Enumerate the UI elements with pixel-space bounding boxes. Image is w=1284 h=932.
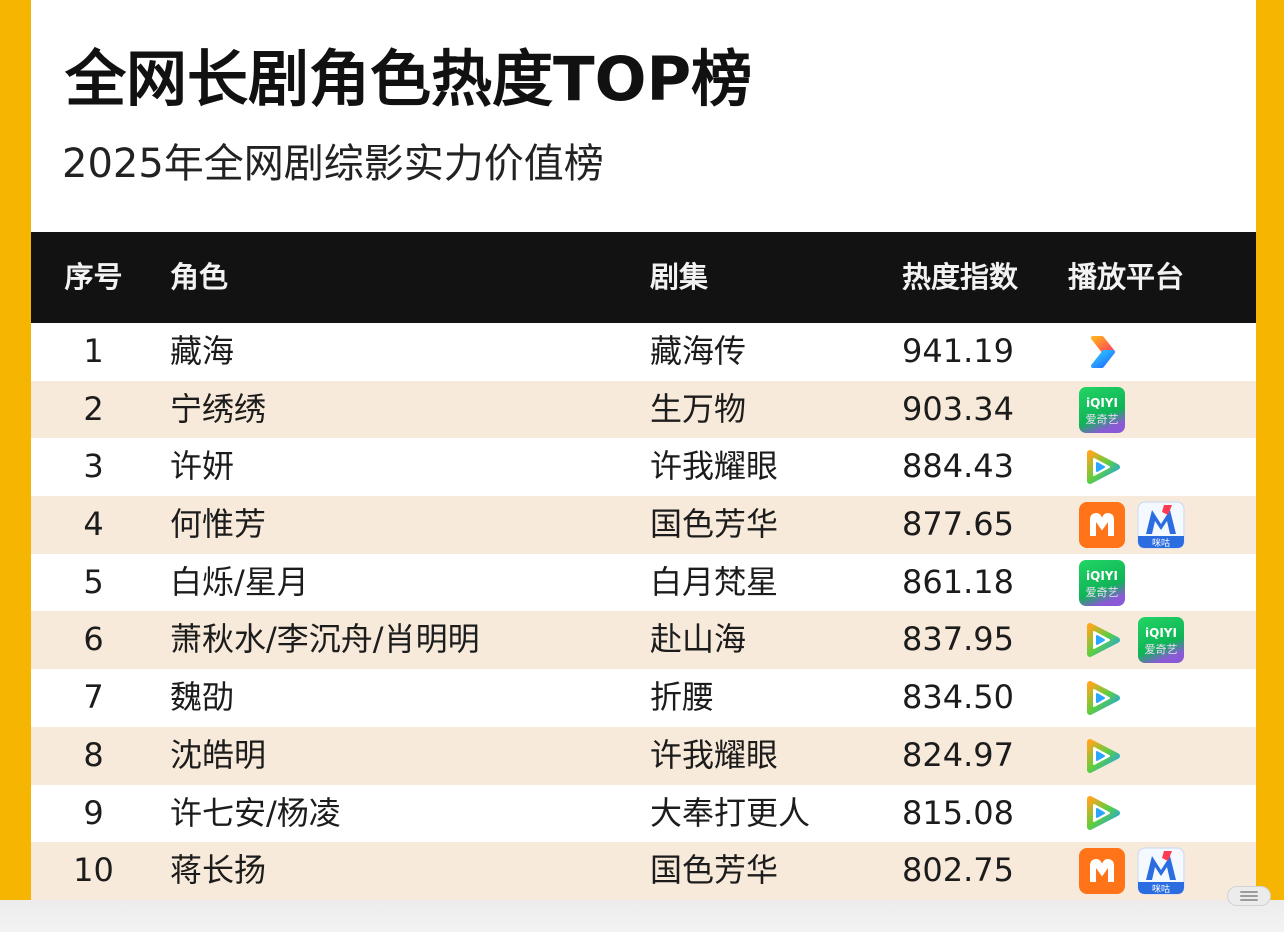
role-cell: 宁绣绣 [170, 389, 267, 428]
drama-cell: 藏海传 [650, 332, 747, 370]
drama-cell: 许我耀眼 [650, 735, 779, 774]
role-cell: 许七安/杨凌 [170, 793, 341, 832]
role-cell: 萧秋水/李沉舟/肖明明 [170, 620, 480, 659]
rank-cell: 3 [83, 447, 104, 486]
platform-cell: 咪咕 [1078, 842, 1185, 900]
table-row: 10 蒋长扬 国色芳华 802.75 咪咕 [31, 842, 1256, 900]
platform-cell: 咪咕 [1078, 496, 1185, 554]
tencent-video-icon [1078, 789, 1126, 837]
tencent-video-icon [1078, 674, 1126, 722]
drama-cell: 国色芳华 [650, 851, 779, 890]
table-row: 3 许妍 许我耀眼 884.43 [31, 438, 1256, 497]
youku-icon [1078, 328, 1126, 376]
platform-cell [1078, 727, 1126, 785]
platform-cell: iQIYI 爱奇艺 [1078, 381, 1126, 439]
role-cell: 何惟芳 [170, 505, 267, 544]
frame-right-border [1256, 0, 1284, 900]
migu-icon: 咪咕 [1137, 847, 1185, 895]
iqiyi-logo-cn: 爱奇艺 [1145, 643, 1178, 656]
platform-cell [1078, 323, 1126, 381]
bottom-bar [0, 900, 1284, 932]
column-header-role: 角色 [170, 260, 229, 294]
column-header-rank: 序号 [64, 260, 123, 294]
role-cell: 魏劭 [170, 678, 235, 717]
iqiyi-icon: iQIYI 爱奇艺 [1078, 559, 1126, 607]
role-cell: 白烁/星月 [170, 562, 309, 601]
heat-index-cell: 877.65 [902, 505, 1014, 544]
rank-cell: 6 [83, 620, 104, 659]
platform-cell: iQIYI 爱奇艺 [1078, 554, 1126, 612]
rank-cell: 2 [83, 389, 104, 428]
table-row: 9 许七安/杨凌 大奉打更人 815.08 [31, 784, 1256, 843]
table-row: 5 白烁/星月 白月梵星 861.18 iQIYI 爱奇艺 [31, 553, 1256, 612]
table-row: 2 宁绣绣 生万物 903.34 iQIYI 爱奇艺 [31, 380, 1256, 439]
column-header-platform: 播放平台 [1068, 260, 1185, 294]
iqiyi-icon: iQIYI 爱奇艺 [1078, 386, 1126, 434]
drama-cell: 国色芳华 [650, 505, 779, 544]
heat-index-cell: 837.95 [902, 620, 1014, 659]
frame-left-border [0, 0, 31, 900]
heat-index-cell: 824.97 [902, 735, 1014, 774]
migu-logo-text: 咪咕 [1152, 883, 1170, 895]
migu-logo-text: 咪咕 [1152, 537, 1170, 549]
table-row: 8 沈皓明 许我耀眼 824.97 [31, 726, 1256, 785]
table-body: 1 藏海 藏海传 941.19 2 宁绣绣 生万物 903.34 iQIYI 爱奇艺 3 许妍… [31, 323, 1256, 900]
role-cell: 沈皓明 [170, 735, 267, 774]
iqiyi-logo-cn: 爱奇艺 [1086, 586, 1119, 599]
heat-index-cell: 861.18 [902, 562, 1014, 601]
platform-cell [1078, 785, 1126, 843]
table-row: 6 萧秋水/李沉舟/肖明明 赴山海 837.95 iQIYI 爱奇艺 [31, 611, 1256, 670]
heat-index-cell: 884.43 [902, 447, 1014, 486]
platform-cell [1078, 438, 1126, 496]
rank-cell: 8 [83, 735, 104, 774]
rank-cell: 10 [73, 851, 114, 890]
ranking-card: 全网长剧角色热度TOP榜 2025年全网剧综影实力价值榜 序号 角色 剧集 热度… [31, 0, 1256, 900]
column-header-heat-index: 热度指数 [902, 260, 1019, 294]
iqiyi-logo-latin: iQIYI [1145, 626, 1177, 640]
heat-index-cell: 903.34 [902, 389, 1014, 428]
menu-icon [1227, 886, 1271, 906]
mango-tv-icon [1078, 501, 1126, 549]
iqiyi-logo-cn: 爱奇艺 [1086, 413, 1119, 426]
table-row: 1 藏海 藏海传 941.19 [31, 323, 1256, 381]
drama-cell: 赴山海 [650, 620, 747, 659]
page-subtitle: 2025年全网剧综影实力价值榜 [62, 141, 604, 187]
heat-index-cell: 815.08 [902, 793, 1014, 832]
rank-cell: 4 [83, 505, 104, 544]
tencent-video-icon [1078, 616, 1126, 664]
heat-index-cell: 834.50 [902, 678, 1014, 717]
page-title: 全网长剧角色热度TOP榜 [65, 44, 753, 115]
tencent-video-icon [1078, 443, 1126, 491]
drama-cell: 折腰 [650, 678, 715, 717]
role-cell: 藏海 [170, 332, 235, 370]
column-header-drama: 剧集 [650, 260, 709, 294]
rank-cell: 9 [83, 793, 104, 832]
platform-cell [1078, 669, 1126, 727]
drama-cell: 白月梵星 [650, 562, 779, 601]
mango-tv-icon [1078, 847, 1126, 895]
rank-cell: 1 [83, 332, 104, 370]
tencent-video-icon [1078, 732, 1126, 780]
table-row: 7 魏劭 折腰 834.50 [31, 669, 1256, 727]
role-cell: 蒋长扬 [170, 851, 267, 890]
table-row: 4 何惟芳 国色芳华 877.65 咪咕 [31, 496, 1256, 554]
iqiyi-icon: iQIYI 爱奇艺 [1137, 616, 1185, 664]
migu-icon: 咪咕 [1137, 501, 1185, 549]
rank-cell: 7 [83, 678, 104, 717]
heat-index-cell: 941.19 [902, 332, 1014, 370]
platform-cell: iQIYI 爱奇艺 [1078, 611, 1185, 669]
table-header: 序号 角色 剧集 热度指数 播放平台 [31, 232, 1256, 323]
iqiyi-logo-latin: iQIYI [1086, 396, 1118, 410]
rank-cell: 5 [83, 562, 104, 601]
role-cell: 许妍 [170, 447, 235, 486]
drama-cell: 大奉打更人 [650, 793, 811, 832]
heat-index-cell: 802.75 [902, 851, 1014, 890]
drama-cell: 许我耀眼 [650, 447, 779, 486]
iqiyi-logo-latin: iQIYI [1086, 569, 1118, 583]
drama-cell: 生万物 [650, 389, 747, 428]
